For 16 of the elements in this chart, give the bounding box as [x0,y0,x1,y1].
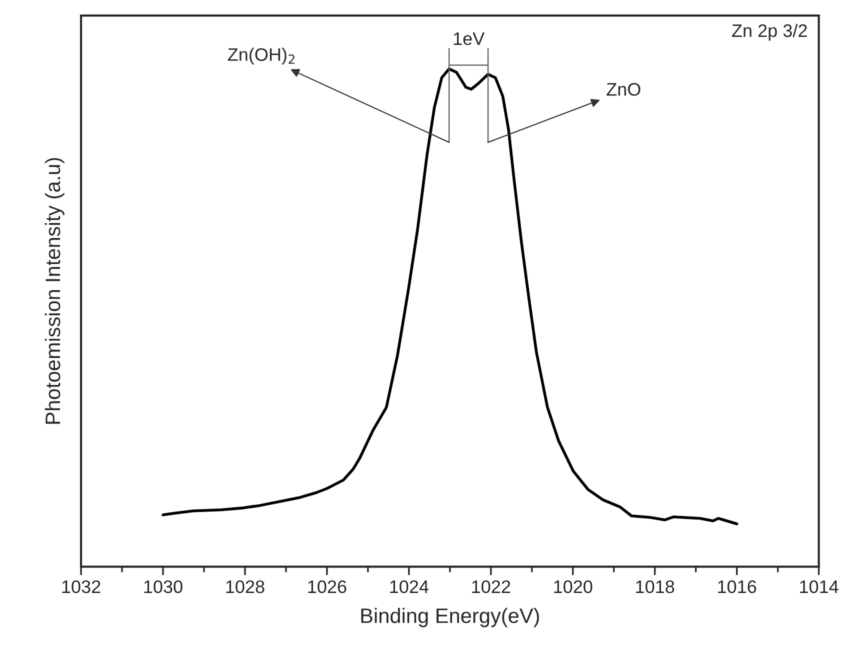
x-tick-label: 1030 [144,580,182,594]
x-tick-label: 1016 [718,580,756,594]
x-tick-label: 1026 [308,580,346,594]
text: Zn(OH)$_{2}$ [228,48,294,65]
x-tick-label: 1020 [554,580,592,594]
x-tick-label: 1024 [390,580,428,594]
x-tick-label: 1014 [800,580,838,594]
text: Zn 2p 3/2 [732,24,807,41]
x-tick-label: 1032 [62,580,100,594]
y-axis-title: Photoemission Intensity (a.u) [44,158,64,424]
annotation: ZnO [606,82,640,96]
text: 1eV [454,32,485,46]
x-tick-label: 1028 [226,580,264,594]
x-axis-title: Binding Energy(eV) [361,608,539,628]
x-tick-label: 1018 [636,580,674,594]
x-tick-label: 1022 [472,580,510,594]
